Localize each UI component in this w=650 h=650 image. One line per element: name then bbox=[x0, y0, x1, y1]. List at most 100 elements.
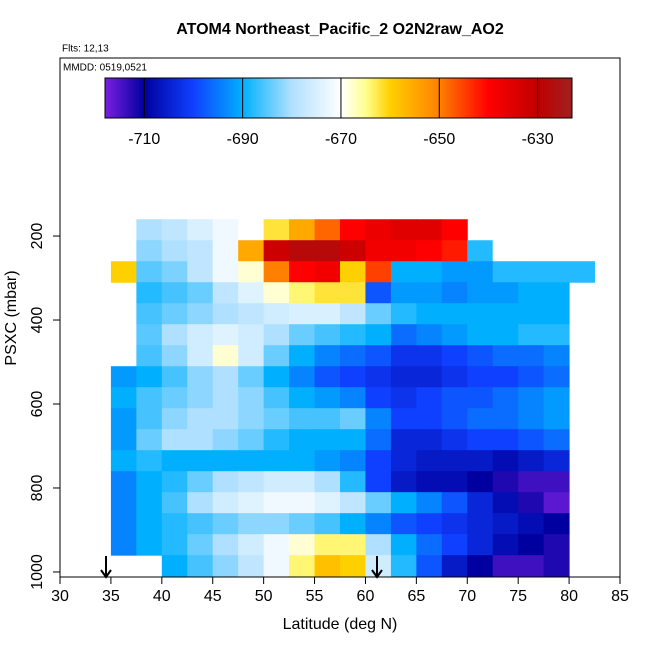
heatmap-cell bbox=[518, 324, 545, 346]
heatmap-cell bbox=[390, 240, 417, 262]
heatmap-cell bbox=[161, 324, 188, 346]
heatmap-cell bbox=[518, 492, 545, 514]
heatmap-cell bbox=[212, 471, 239, 493]
heatmap-cell bbox=[263, 450, 290, 472]
heatmap-cell bbox=[238, 303, 265, 325]
heatmap-cell bbox=[543, 366, 570, 388]
heatmap-cell bbox=[314, 534, 341, 556]
heatmap-cell bbox=[238, 387, 265, 409]
heatmap-cell bbox=[416, 492, 443, 514]
heatmap-cell bbox=[365, 534, 392, 556]
heatmap-cell bbox=[289, 492, 316, 514]
heatmap-cell bbox=[238, 345, 265, 367]
heatmap-cell bbox=[110, 471, 137, 493]
heatmap-cell bbox=[263, 492, 290, 514]
heatmap-cell bbox=[263, 324, 290, 346]
heatmap-cell bbox=[492, 324, 519, 346]
heatmap-cell bbox=[314, 387, 341, 409]
heatmap-cell bbox=[441, 492, 468, 514]
heatmap-cell bbox=[390, 282, 417, 304]
heatmap-cell bbox=[289, 387, 316, 409]
heatmap-cell bbox=[187, 534, 214, 556]
heatmap-cell bbox=[390, 345, 417, 367]
heatmap-cell bbox=[161, 219, 188, 241]
heatmap-cell bbox=[365, 450, 392, 472]
heatmap-cell bbox=[340, 450, 366, 472]
heatmap-cell bbox=[238, 471, 265, 493]
colorbar bbox=[104, 77, 573, 119]
x-tick-label: 45 bbox=[204, 588, 222, 605]
x-tick-label: 30 bbox=[51, 588, 69, 605]
heatmap-cell bbox=[136, 408, 163, 430]
heatmap-cell bbox=[340, 492, 366, 514]
heatmap-cell bbox=[416, 408, 443, 430]
heatmap-cell bbox=[136, 450, 163, 472]
heatmap-cell bbox=[136, 513, 163, 535]
x-tick-label: 70 bbox=[458, 588, 476, 605]
heatmap-cell bbox=[187, 471, 214, 493]
heatmap-cell bbox=[416, 555, 443, 577]
arrow bbox=[100, 556, 112, 579]
heatmap-cell bbox=[518, 513, 545, 535]
heatmap-cell bbox=[365, 513, 392, 535]
heatmap-cell bbox=[212, 240, 239, 262]
heatmap-cell bbox=[340, 471, 366, 493]
heatmap-cell bbox=[340, 324, 366, 346]
heatmap-cell bbox=[161, 261, 188, 283]
heatmap-cell bbox=[187, 429, 214, 451]
heatmap-cell bbox=[212, 555, 239, 577]
heatmap-cell bbox=[289, 240, 316, 262]
heatmap-cell bbox=[136, 303, 163, 325]
heatmap-cell bbox=[492, 513, 519, 535]
heatmap-cell bbox=[441, 240, 468, 262]
heatmap-cell bbox=[289, 471, 316, 493]
heatmap-cell bbox=[340, 408, 366, 430]
heatmap-cell bbox=[518, 555, 545, 577]
heatmap-cell bbox=[187, 219, 214, 241]
heatmap-cell bbox=[441, 324, 468, 346]
heatmap-cell bbox=[314, 492, 341, 514]
heatmap-cell bbox=[238, 450, 265, 472]
x-tick-label: 60 bbox=[357, 588, 375, 605]
heatmap-cell bbox=[110, 408, 137, 430]
cells bbox=[110, 219, 596, 577]
heatmap-cell bbox=[212, 387, 239, 409]
x-tick-label: 50 bbox=[255, 588, 273, 605]
heatmap-cell bbox=[467, 261, 494, 283]
heatmap-cell bbox=[289, 555, 316, 577]
heatmap-cell bbox=[110, 261, 137, 283]
heatmap-cell bbox=[289, 408, 316, 430]
heatmap-cell bbox=[441, 408, 468, 430]
heatmap-cell bbox=[441, 534, 468, 556]
heatmap-cell bbox=[441, 219, 468, 241]
heatmap-cell bbox=[518, 387, 545, 409]
heatmap-cell bbox=[161, 240, 188, 262]
heatmap-cell bbox=[212, 282, 239, 304]
colorbar-tick-label: -650 bbox=[423, 131, 455, 148]
heatmap-cell bbox=[212, 534, 239, 556]
x-tick-label: 40 bbox=[153, 588, 171, 605]
heatmap-cell bbox=[569, 261, 596, 283]
heatmap-cell bbox=[161, 429, 188, 451]
heatmap-cell bbox=[518, 282, 545, 304]
heatmap-cell bbox=[390, 261, 417, 283]
heatmap-cell bbox=[416, 261, 443, 283]
heatmap-cell bbox=[543, 324, 570, 346]
heatmap-cell bbox=[161, 387, 188, 409]
heatmap-cell bbox=[161, 345, 188, 367]
heatmap-cell bbox=[416, 282, 443, 304]
heatmap-cell bbox=[187, 555, 214, 577]
heatmap-cell bbox=[441, 261, 468, 283]
heatmap-cell bbox=[314, 450, 341, 472]
heatmap-cell bbox=[136, 534, 163, 556]
heatmap-cell bbox=[416, 240, 443, 262]
heatmap-cell bbox=[161, 555, 188, 577]
chart-title: ATOM4 Northeast_Pacific_2 O2N2raw_AO2 bbox=[176, 21, 504, 38]
heatmap-cell bbox=[161, 513, 188, 535]
heatmap-cell bbox=[390, 366, 417, 388]
heatmap-cell bbox=[365, 303, 392, 325]
heatmap-cell bbox=[492, 366, 519, 388]
heatmap-cell bbox=[543, 492, 570, 514]
heatmap-cell bbox=[212, 450, 239, 472]
